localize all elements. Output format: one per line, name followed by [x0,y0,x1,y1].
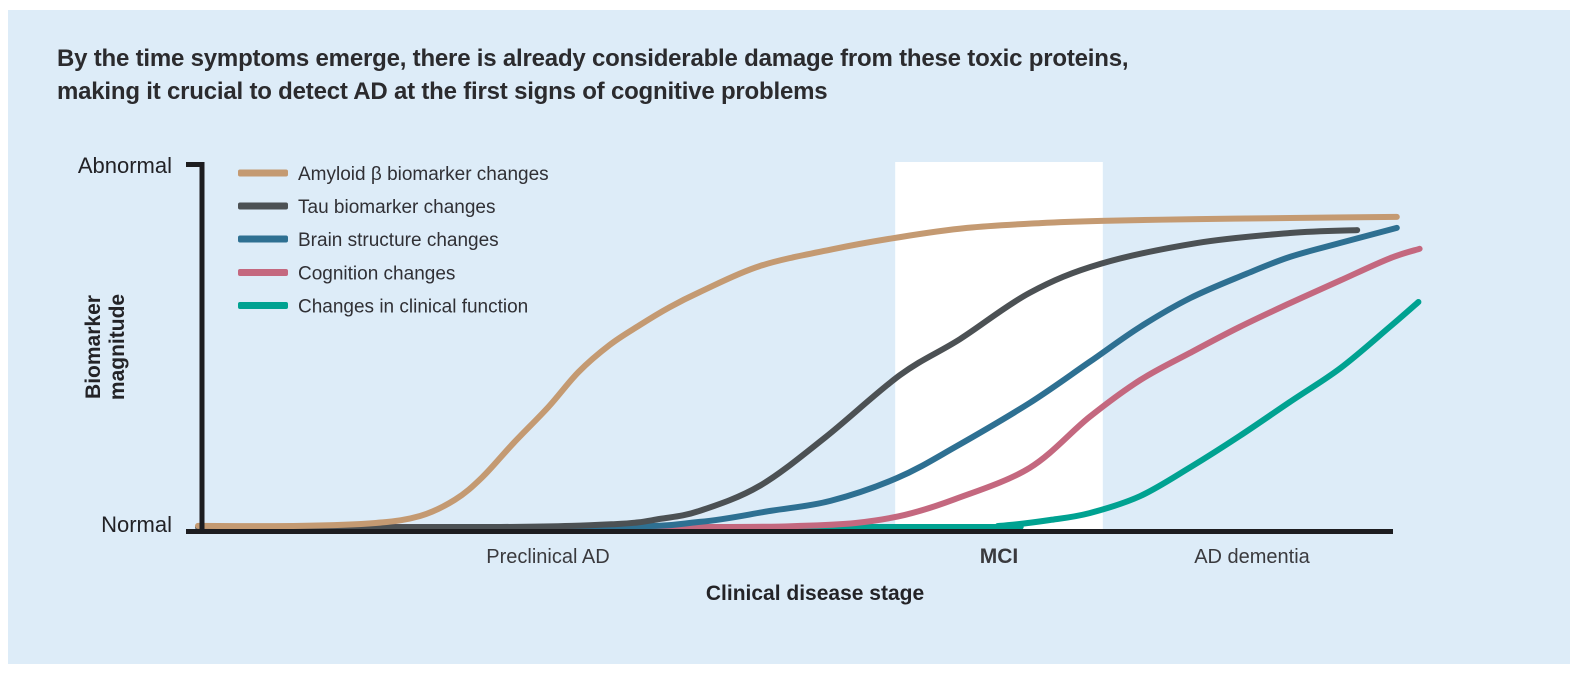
legend-item-clinical-function: Changes in clinical function [238,297,528,318]
caption: By the time symptoms emerge, there is al… [57,42,1129,108]
legend-label-brain-structure: Brain structure changes [298,230,499,251]
legend-item-brain-structure: Brain structure changes [238,230,499,251]
x-axis-title: Clinical disease stage [706,582,924,605]
legend-swatch-cognition [238,269,288,276]
mci-band [895,162,1103,531]
legend-item-cognition: Cognition changes [238,264,455,285]
y-axis-line [186,162,205,531]
curve-amyloid [195,213,1400,530]
curve-cognition [195,245,1423,531]
stage-label-ad-dementia: AD dementia [1194,546,1310,568]
y-axis-label-abnormal: Abnormal [78,153,172,178]
y-axis-title-line-1: Biomarker [82,295,105,399]
y-axis-title-line-2: magnitude [106,294,129,400]
stage-label-preclinical-ad: Preclinical AD [486,546,609,568]
curve-clinical-function [195,299,1422,531]
legend-swatch-clinical-function [238,302,288,309]
curve-brain-structure [195,224,1400,531]
legend-swatch-brain-structure [238,235,288,243]
caption-line-2: making it crucial to detect AD at the fi… [57,78,828,105]
legend-item-amyloid: Amyloid β biomarker changes [238,164,549,185]
series-curves [195,213,1423,531]
legend-label-tau: Tau biomarker changes [298,197,496,218]
legend: Amyloid β biomarker changes Tau biomarke… [238,164,549,318]
y-axis-label-normal: Normal [101,512,172,537]
caption-line-1: By the time symptoms emerge, there is al… [57,45,1129,72]
curve-tau [195,227,1361,531]
legend-label-amyloid: Amyloid β biomarker changes [298,164,549,185]
legend-swatch-tau [238,202,288,210]
legend-label-clinical-function: Changes in clinical function [298,297,528,318]
legend-swatch-amyloid [238,169,288,177]
stage-label-mci: MCI [980,545,1019,568]
legend-item-tau: Tau biomarker changes [238,197,496,218]
infographic-panel [8,10,1570,664]
legend-label-cognition: Cognition changes [298,264,455,285]
